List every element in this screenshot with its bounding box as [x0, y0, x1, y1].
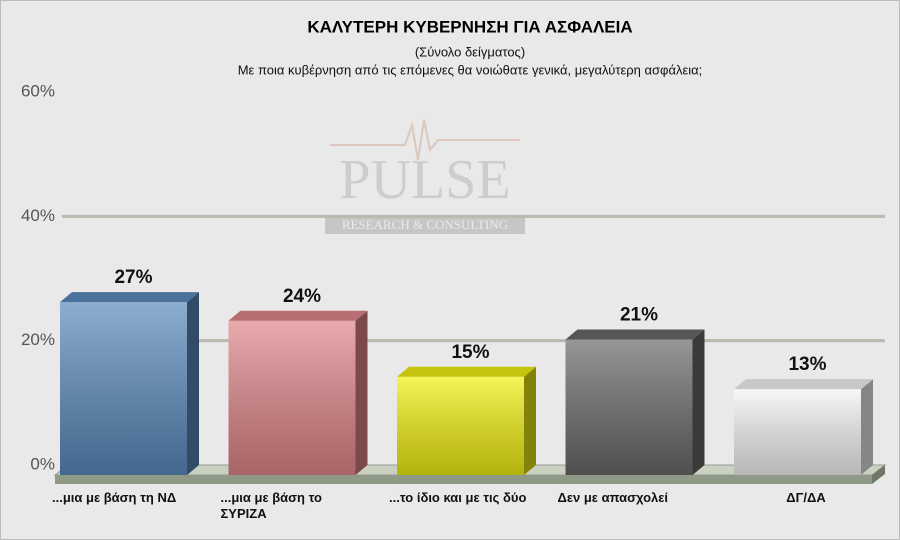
bar-side — [355, 310, 368, 475]
bar-top — [565, 329, 705, 340]
y-tick-label: 40% — [21, 206, 55, 225]
floor-side — [872, 465, 885, 484]
grid — [62, 214, 885, 343]
bar-top — [60, 292, 199, 303]
floor-front — [55, 475, 872, 484]
bar-shade — [734, 389, 861, 475]
bar-side-shade — [355, 310, 368, 475]
watermark-subtitle: RESEARCH & CONSULTING — [342, 217, 508, 232]
bar-group: 27% — [60, 267, 199, 475]
watermark-band — [325, 217, 525, 234]
watermark-group: PULSE RESEARCH & CONSULTING — [325, 119, 525, 234]
x-tick-label: ...το ίδιο και με τις δύο — [389, 490, 527, 505]
bar-top-shade — [397, 366, 536, 377]
bar-side — [861, 379, 873, 475]
bars: 27% 24% 15% 21% 13% — [60, 267, 873, 475]
value-label: 24% — [283, 286, 321, 307]
x-tick-label: ΔΓ/ΔΑ — [786, 490, 826, 505]
y-tick-label: 60% — [21, 81, 55, 100]
chart-title: ΚΑΛΥΤΕΡΗ ΚΥΒΕΡΝΗΣΗ ΓΙΑ ΑΣΦΑΛΕΙΑ — [307, 17, 632, 36]
value-label: 21% — [620, 304, 658, 325]
chart-subtitle: (Σύνολο δείγματος) — [415, 44, 525, 59]
bar-side — [524, 366, 536, 475]
bar-side-shade — [524, 366, 536, 475]
value-label: 27% — [114, 267, 152, 288]
bar-top — [734, 379, 873, 390]
value-label: 13% — [788, 354, 826, 375]
bar-side-shade — [187, 292, 199, 475]
value-label: 15% — [451, 342, 489, 363]
bar-top — [228, 310, 368, 321]
bar-shade — [397, 376, 524, 475]
bar-top-shade — [60, 292, 199, 303]
bar-top-shade — [565, 329, 705, 340]
bar-shade — [60, 302, 187, 475]
bar-side — [692, 329, 705, 475]
question: Με ποια κυβέρνηση από τις επόμενες θα νο… — [238, 62, 703, 77]
x-tick-label: ...μια με βάση τη ΝΔ — [52, 490, 177, 505]
y-tick-label: 0% — [30, 454, 55, 473]
bar-top-shade — [734, 379, 873, 390]
bar-group: 13% — [734, 354, 873, 475]
bar-group: 21% — [565, 304, 705, 475]
bar-top — [397, 366, 536, 377]
bar-group: 15% — [397, 342, 536, 475]
bar-shade — [565, 339, 693, 475]
bar-group: 24% — [228, 286, 368, 475]
bar-side-shade — [692, 329, 705, 475]
x-tick-label: ...μια με βάση το ΣΥΡΙΖΑ — [220, 490, 323, 521]
bar-shade — [228, 320, 356, 475]
bar-top-shade — [228, 310, 368, 321]
bar-side-shade — [861, 379, 873, 475]
bar-side — [187, 292, 199, 475]
y-tick-label: 20% — [21, 330, 55, 349]
watermark-pulse — [330, 119, 520, 161]
watermark: PULSE — [339, 149, 510, 211]
x-tick-label: Δεν με απασχολεί — [557, 490, 669, 505]
